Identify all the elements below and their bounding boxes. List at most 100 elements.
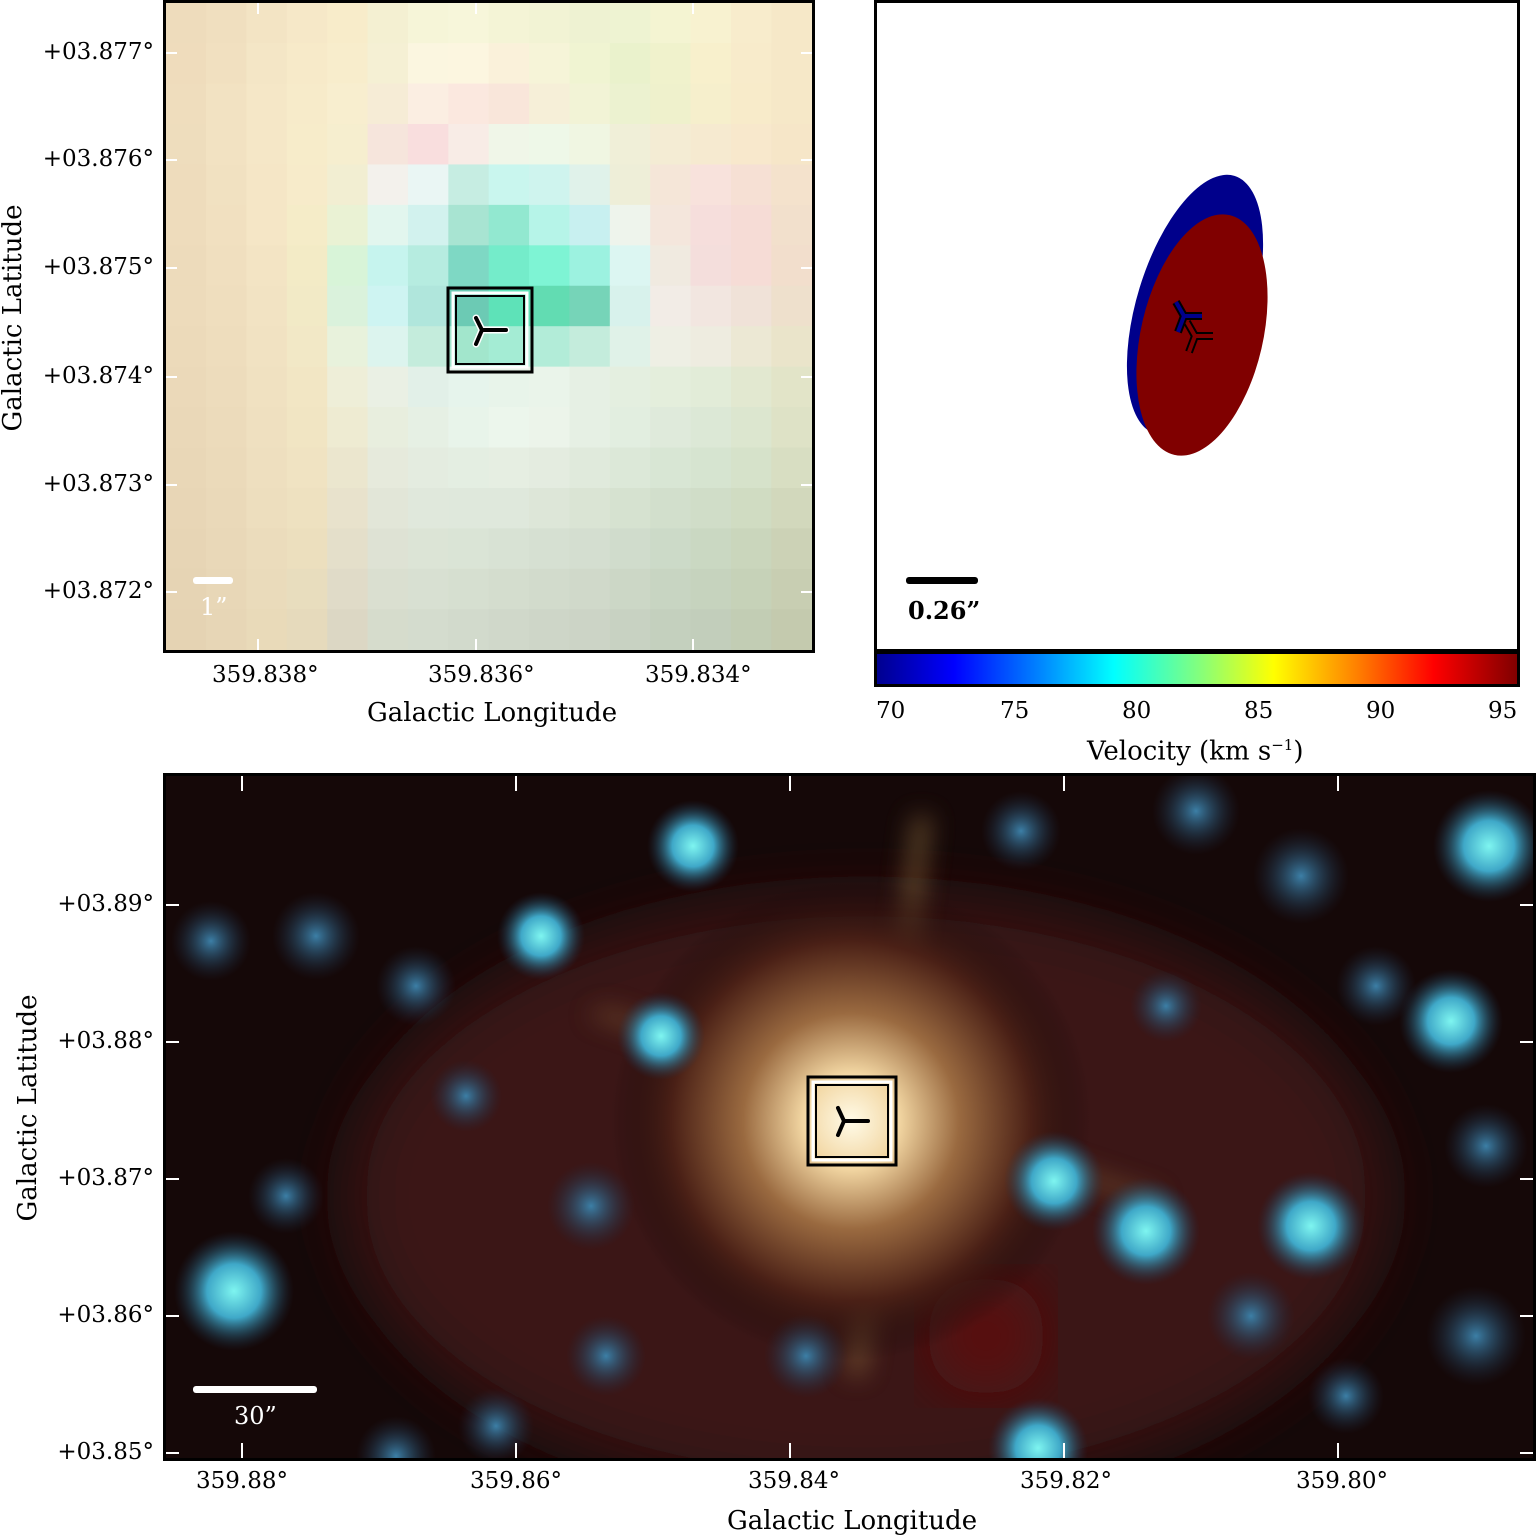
map-pixel — [327, 83, 369, 125]
map-pixel — [367, 568, 409, 610]
map-pixel — [569, 568, 611, 610]
panel-a-tick-marks — [166, 3, 812, 650]
map-pixel — [327, 204, 369, 246]
map-pixel — [327, 164, 369, 206]
map-pixel — [569, 285, 611, 327]
map-pixel — [327, 447, 369, 489]
map-pixel — [609, 3, 651, 44]
map-pixel — [246, 3, 288, 44]
map-pixel — [286, 326, 328, 368]
map-pixel — [246, 164, 288, 206]
source-marker-box — [806, 1075, 898, 1167]
map-pixel — [529, 285, 571, 327]
map-pixel — [367, 124, 409, 166]
map-pixel — [448, 164, 490, 206]
map-pixel — [771, 124, 812, 166]
map-pixel — [407, 245, 449, 287]
map-pixel — [690, 609, 732, 650]
map-pixel — [407, 285, 449, 327]
map-pixel — [166, 447, 207, 489]
map-pixel — [448, 43, 490, 85]
scale-bar-b-label: 0.26” — [908, 596, 981, 625]
map-pixel — [327, 568, 369, 610]
map-pixel — [448, 245, 490, 287]
map-pixel — [569, 3, 611, 44]
map-pixel — [771, 43, 812, 85]
map-pixel — [730, 609, 772, 650]
map-pixel — [488, 487, 530, 529]
map-pixel — [488, 407, 530, 449]
map-pixel — [367, 487, 409, 529]
map-pixel — [730, 204, 772, 246]
velocity-ellipses — [1126, 174, 1268, 456]
map-pixel — [206, 3, 248, 44]
map-pixel — [407, 487, 449, 529]
map-pixel — [407, 83, 449, 125]
map-pixel — [206, 609, 248, 650]
map-pixel — [286, 609, 328, 650]
map-pixel — [246, 83, 288, 125]
map-pixel — [730, 124, 772, 166]
map-pixel — [771, 528, 812, 570]
map-pixel — [730, 43, 772, 85]
map-pixel — [286, 3, 328, 44]
map-pixel — [206, 407, 248, 449]
colorbar-tick: 75 — [1000, 698, 1030, 724]
map-pixel — [367, 245, 409, 287]
map-pixel — [730, 3, 772, 44]
map-pixel — [327, 285, 369, 327]
map-pixel — [286, 164, 328, 206]
map-pixel — [609, 83, 651, 125]
map-pixel — [730, 447, 772, 489]
tri-star-icon — [836, 1106, 870, 1137]
panel-c-xtick: 359.80° — [1296, 1468, 1388, 1494]
panel-c-ytick: +03.88° — [57, 1028, 154, 1054]
map-pixel — [771, 407, 812, 449]
map-pixel — [690, 487, 732, 529]
map-pixel — [609, 487, 651, 529]
map-pixel — [246, 407, 288, 449]
map-pixel — [206, 326, 248, 368]
map-pixel — [246, 487, 288, 529]
map-pixel — [488, 124, 530, 166]
scale-bar-c-label: 30” — [234, 1402, 277, 1430]
source-marker-box — [446, 286, 534, 374]
map-pixel — [166, 245, 207, 287]
map-pixel — [771, 366, 812, 408]
map-pixel — [730, 245, 772, 287]
map-pixel — [529, 43, 571, 85]
map-pixel — [327, 43, 369, 85]
map-pixel — [730, 285, 772, 327]
panel-a-ytick: +03.877° — [42, 39, 154, 65]
map-pixel — [407, 326, 449, 368]
map-pixel — [650, 609, 692, 650]
panel-a-ytick: +03.874° — [42, 363, 154, 389]
map-pixel — [246, 326, 288, 368]
map-pixel — [448, 407, 490, 449]
map-pixel — [206, 43, 248, 85]
map-pixel — [529, 366, 571, 408]
map-pixel — [166, 528, 207, 570]
map-pixel — [327, 609, 369, 650]
map-pixel — [609, 285, 651, 327]
tri-star-icon — [472, 314, 510, 348]
map-pixel — [650, 285, 692, 327]
map-pixel — [327, 245, 369, 287]
map-pixel — [690, 568, 732, 610]
map-pixel — [771, 568, 812, 610]
panel-a-ytick: +03.876° — [42, 146, 154, 172]
map-pixel — [407, 366, 449, 408]
map-pixel — [367, 528, 409, 570]
map-pixel — [206, 164, 248, 206]
panel-a-ytick: +03.873° — [42, 471, 154, 497]
map-pixel — [690, 124, 732, 166]
map-pixel — [609, 326, 651, 368]
map-pixel — [771, 609, 812, 650]
map-pixel — [650, 447, 692, 489]
panel-c-ytick: +03.87° — [57, 1165, 154, 1191]
map-pixel — [650, 568, 692, 610]
map-pixel — [609, 43, 651, 85]
map-pixel — [286, 43, 328, 85]
map-pixel — [650, 43, 692, 85]
map-pixel — [529, 568, 571, 610]
